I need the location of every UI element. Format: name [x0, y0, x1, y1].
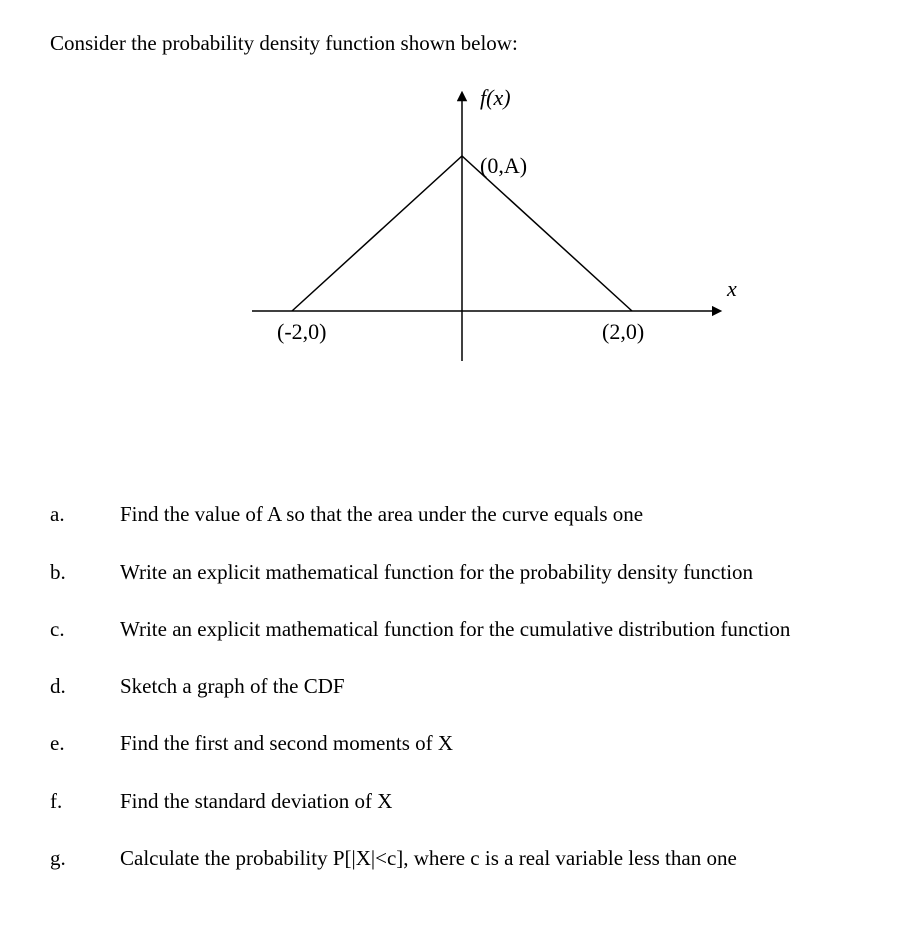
y-axis-label: f(x): [480, 85, 511, 110]
question-label: e.: [50, 731, 120, 756]
question-text: Find the standard deviation of X: [120, 788, 874, 815]
page-container: Consider the probability density functio…: [0, 0, 914, 942]
question-text: Calculate the probability P[|X|<c], wher…: [120, 845, 874, 872]
question-item: e. Find the first and second moments of …: [50, 730, 874, 757]
right-point-label: (2,0): [602, 319, 644, 344]
question-item: d. Sketch a graph of the CDF: [50, 673, 874, 700]
pdf-chart: f(x) x (0,A) (-2,0) (2,0): [162, 81, 762, 381]
question-text: Sketch a graph of the CDF: [120, 673, 874, 700]
x-axis-label: x: [726, 276, 737, 301]
left-point-label: (-2,0): [277, 319, 326, 344]
question-label: b.: [50, 560, 120, 585]
question-item: b. Write an explicit mathematical functi…: [50, 559, 874, 586]
question-label: c.: [50, 617, 120, 642]
peak-point-label: (0,A): [480, 153, 527, 178]
question-text: Find the first and second moments of X: [120, 730, 874, 757]
question-text: Write an explicit mathematical function …: [120, 616, 874, 643]
question-item: c. Write an explicit mathematical functi…: [50, 616, 874, 643]
question-label: a.: [50, 502, 120, 527]
prompt-text: Consider the probability density functio…: [50, 30, 874, 57]
question-item: g. Calculate the probability P[|X|<c], w…: [50, 845, 874, 872]
questions-list: a. Find the value of A so that the area …: [50, 501, 874, 872]
question-item: f. Find the standard deviation of X: [50, 788, 874, 815]
question-text: Write an explicit mathematical function …: [120, 559, 874, 586]
question-label: f.: [50, 789, 120, 814]
question-item: a. Find the value of A so that the area …: [50, 501, 874, 528]
question-text: Find the value of A so that the area und…: [120, 501, 874, 528]
figure-wrapper: f(x) x (0,A) (-2,0) (2,0): [50, 81, 874, 381]
question-label: g.: [50, 846, 120, 871]
question-label: d.: [50, 674, 120, 699]
